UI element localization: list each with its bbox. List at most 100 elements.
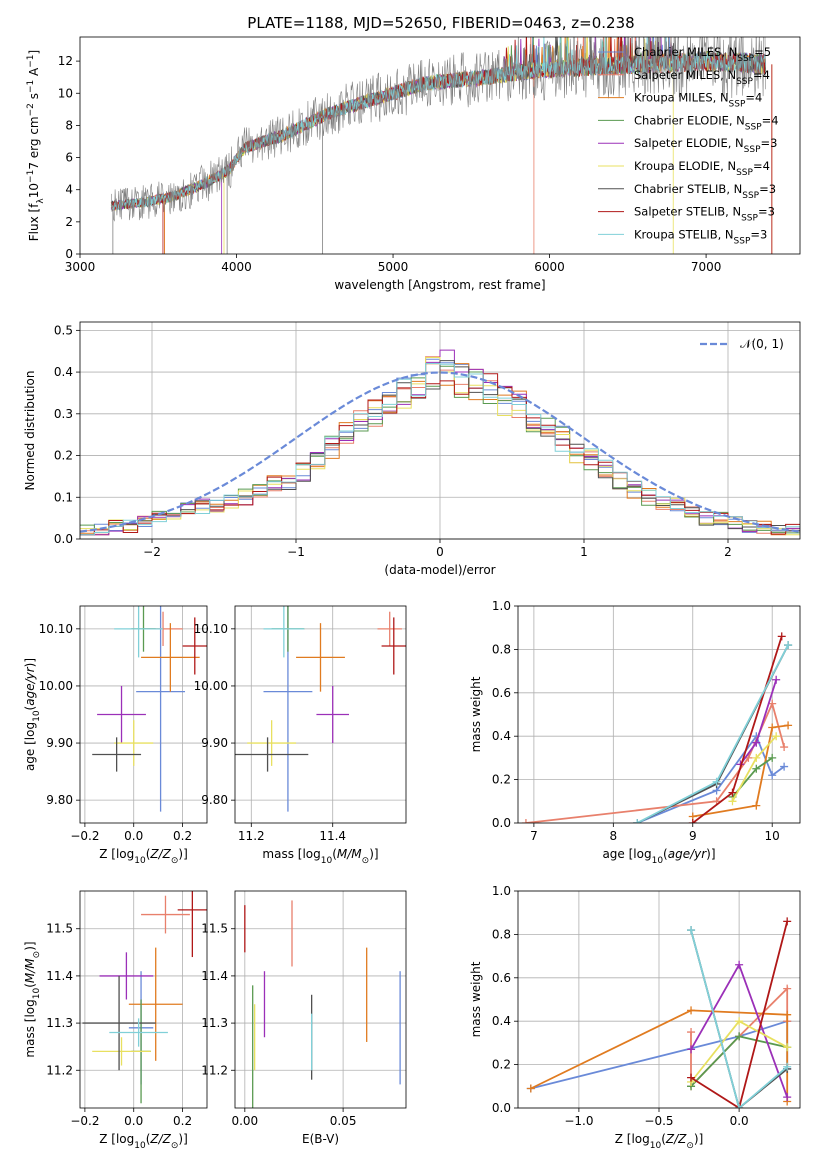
observed-spectrum — [111, 37, 766, 222]
y-tick-label: 1.0 — [492, 884, 511, 898]
series-line — [636, 644, 789, 823]
y-axis-label: age [log10(age/yr)] — [23, 658, 42, 771]
panel-weight_vs_Z: −1.0 −0.5 0.0 0.0 0.2 0.4 0.6 0.8 1.0 Z [log10(Z/… — [469, 884, 801, 1151]
y-tick-label: 9.90 — [46, 736, 73, 750]
y-tick-label: 0.4 — [492, 1014, 511, 1028]
errorbar-kroupa-elodie — [114, 720, 154, 766]
y-tick-label: 0.0 — [492, 816, 511, 830]
normal-curve — [80, 371, 800, 533]
legend-entry: Chabrier MILES, NSSP=5 — [634, 45, 771, 64]
point-marker — [687, 926, 696, 935]
point-marker — [526, 1084, 535, 1093]
x-tick-label: 5000 — [378, 260, 409, 274]
y-axis-label: Flux [fλ10−17 erg cm−2 s−1 A−1] — [26, 50, 46, 241]
x-axis-label: mass [log10(M/M⊙)] — [262, 847, 378, 866]
x-tick-label: 0 — [436, 545, 444, 559]
plot-area — [82, 891, 207, 1104]
y-tick-label: 0.8 — [492, 642, 511, 656]
x-tick-label: 0.2 — [173, 829, 192, 843]
errorbar-kroupa-stelib — [263, 606, 305, 658]
legend-entry: Chabrier ELODIE, NSSP=4 — [634, 113, 779, 132]
y-tick-label: 0.6 — [492, 686, 511, 700]
y-tick-label: 10.10 — [194, 622, 228, 636]
plot-area — [235, 606, 406, 812]
point-marker — [780, 762, 789, 771]
y-tick-label: 11.2 — [201, 1063, 228, 1077]
axes-frame — [234, 890, 407, 1109]
point-marker — [784, 641, 793, 650]
y-tick-label: 0.3 — [54, 407, 73, 421]
x-axis-label: Z [log10(Z/Z⊙)] — [99, 847, 188, 866]
x-tick-label: 0.05 — [330, 1114, 357, 1128]
axes-frame — [517, 605, 801, 824]
errorbar-kroupa-miles — [296, 623, 345, 692]
errorbar-salpeter-stelib — [381, 617, 406, 675]
y-tick-label: 10.00 — [194, 679, 228, 693]
series-chabrier-stelib — [633, 641, 793, 823]
legend-entry: Kroupa STELIB, NSSP=3 — [634, 227, 767, 246]
y-tick-label: 10.10 — [39, 622, 73, 636]
point-marker — [752, 738, 761, 747]
y-tick-label: 0.2 — [54, 449, 73, 463]
axes-frame — [79, 321, 801, 540]
y-tick-label: 0.0 — [492, 1101, 511, 1115]
point-marker — [752, 764, 761, 773]
point-marker — [784, 721, 793, 730]
x-tick-label: 7 — [530, 829, 538, 843]
point-marker — [735, 1104, 744, 1108]
histogram-chabrier-stelib — [80, 360, 800, 536]
y-tick-label: 2 — [65, 215, 73, 229]
legend-entry: Salpeter ELODIE, NSSP=3 — [634, 136, 777, 155]
point-marker — [783, 984, 792, 993]
plot-area — [244, 900, 401, 1108]
y-tick-label: 4 — [65, 183, 73, 197]
y-tick-label: 9.80 — [201, 793, 228, 807]
x-tick-label: 9 — [689, 829, 697, 843]
y-tick-label: 0.4 — [492, 729, 511, 743]
legend: 𝒩(0, 1) — [700, 337, 784, 351]
series-line — [530, 1009, 789, 1102]
x-axis-label: Z [log10(Z/Z⊙)] — [615, 1132, 704, 1151]
panel-weight_vs_age: 7 8 9 10 0.0 0.2 0.4 0.6 0.8 1.0 age [log10(age/yr… — [469, 599, 801, 866]
plot-area — [526, 917, 792, 1108]
x-tick-label: 6000 — [534, 260, 565, 274]
point-marker — [772, 732, 781, 741]
y-tick-label: 0.5 — [54, 323, 73, 337]
point-marker — [783, 1043, 792, 1052]
errorbar-kroupa-miles — [141, 623, 200, 692]
errorbar-salpeter-miles — [141, 895, 190, 934]
x-tick-label: 0.0 — [124, 829, 143, 843]
y-tick-label: 10.00 — [39, 679, 73, 693]
x-axis-label: (data-model)/error — [384, 563, 495, 577]
axes-frame — [234, 605, 407, 824]
y-axis-label: mass weight — [469, 961, 483, 1037]
x-tick-label: 0.2 — [173, 1114, 192, 1128]
y-tick-label: 0.4 — [54, 365, 73, 379]
series-line — [525, 700, 785, 823]
point-marker — [735, 1032, 744, 1041]
errorbar-kroupa-elodie — [92, 1037, 151, 1066]
series-kroupa-stelib — [633, 641, 793, 823]
y-tick-label: 6 — [65, 151, 73, 165]
point-marker — [783, 917, 792, 926]
y-tick-label: 11.4 — [46, 969, 73, 983]
x-tick-label: 1 — [580, 545, 588, 559]
point-marker — [780, 743, 789, 752]
point-marker — [777, 632, 786, 641]
plot-area — [110, 37, 773, 254]
y-tick-label: 0.8 — [492, 927, 511, 941]
series-line — [690, 929, 788, 1108]
errorbar-salpeter-elodie — [99, 952, 154, 1000]
legend-entry: Salpeter MILES, NSSP=4 — [634, 68, 770, 87]
histogram-salpeter-stelib — [80, 373, 800, 536]
series-kroupa-miles — [688, 721, 793, 821]
errorbar-chabrier-miles — [136, 606, 186, 812]
figure-title: PLATE=1188, MJD=52650, FIBERID=0463, z=0… — [247, 14, 634, 32]
series-salpeter-elodie — [736, 675, 781, 769]
point-marker — [728, 788, 737, 797]
x-tick-label: 4000 — [221, 260, 252, 274]
x-axis-label: E(B-V) — [302, 1132, 339, 1146]
panel-age_vs_mass: 11.2 11.4 9.80 9.90 10.00 10.10 mass [log10(M/… — [194, 605, 407, 866]
errorbar-chabrier-stelib — [82, 975, 156, 1071]
